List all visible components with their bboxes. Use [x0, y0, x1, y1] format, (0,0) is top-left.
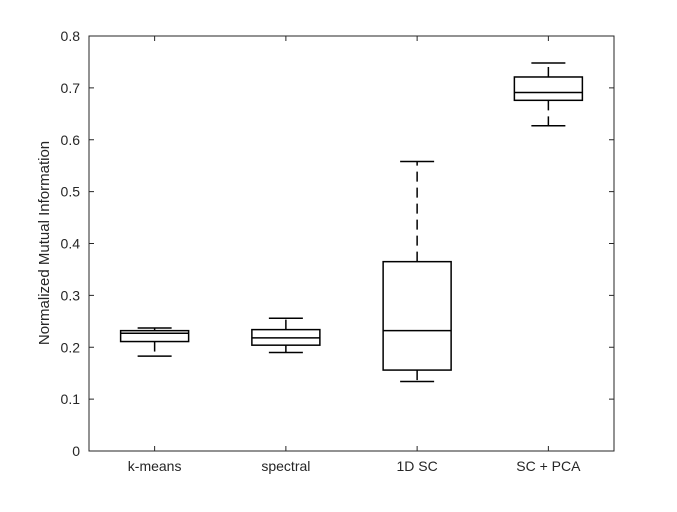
- plot-area: [89, 36, 614, 451]
- plot-background: [89, 36, 614, 451]
- y-axis-label: Normalized Mutual Information: [36, 141, 53, 345]
- y-tick-label: 0.6: [61, 132, 81, 148]
- y-tick-label: 0.7: [61, 80, 81, 96]
- y-tick-label: 0.3: [61, 287, 81, 303]
- box-spectral: [251, 317, 321, 354]
- iqr-box: [119, 329, 190, 343]
- y-tick-label: 0: [72, 443, 80, 459]
- axes-group: 0 0.1 0.2 0.3 0.4 0.5 0.6 0.7 0.8 k-means spectral…: [61, 28, 615, 474]
- y-tick-label: 0.1: [61, 391, 81, 407]
- iqr-box: [382, 260, 452, 371]
- y-tick-label: 0.2: [61, 339, 81, 355]
- x-tick-label: spectral: [261, 458, 310, 474]
- y-tick-label: 0.5: [61, 184, 81, 200]
- boxes-group: [119, 62, 584, 383]
- x-tick-label: SC + PCA: [516, 458, 581, 474]
- x-tick-label: 1D SC: [397, 458, 438, 474]
- y-tick-label: 0.4: [61, 236, 81, 252]
- box-1d-sc: [382, 160, 452, 383]
- y-tick-label: 0.8: [61, 28, 81, 44]
- x-tick-label: k-means: [128, 458, 182, 474]
- iqr-box: [513, 76, 584, 102]
- box-k-means: [119, 327, 190, 357]
- box-sc-pca: [513, 62, 584, 127]
